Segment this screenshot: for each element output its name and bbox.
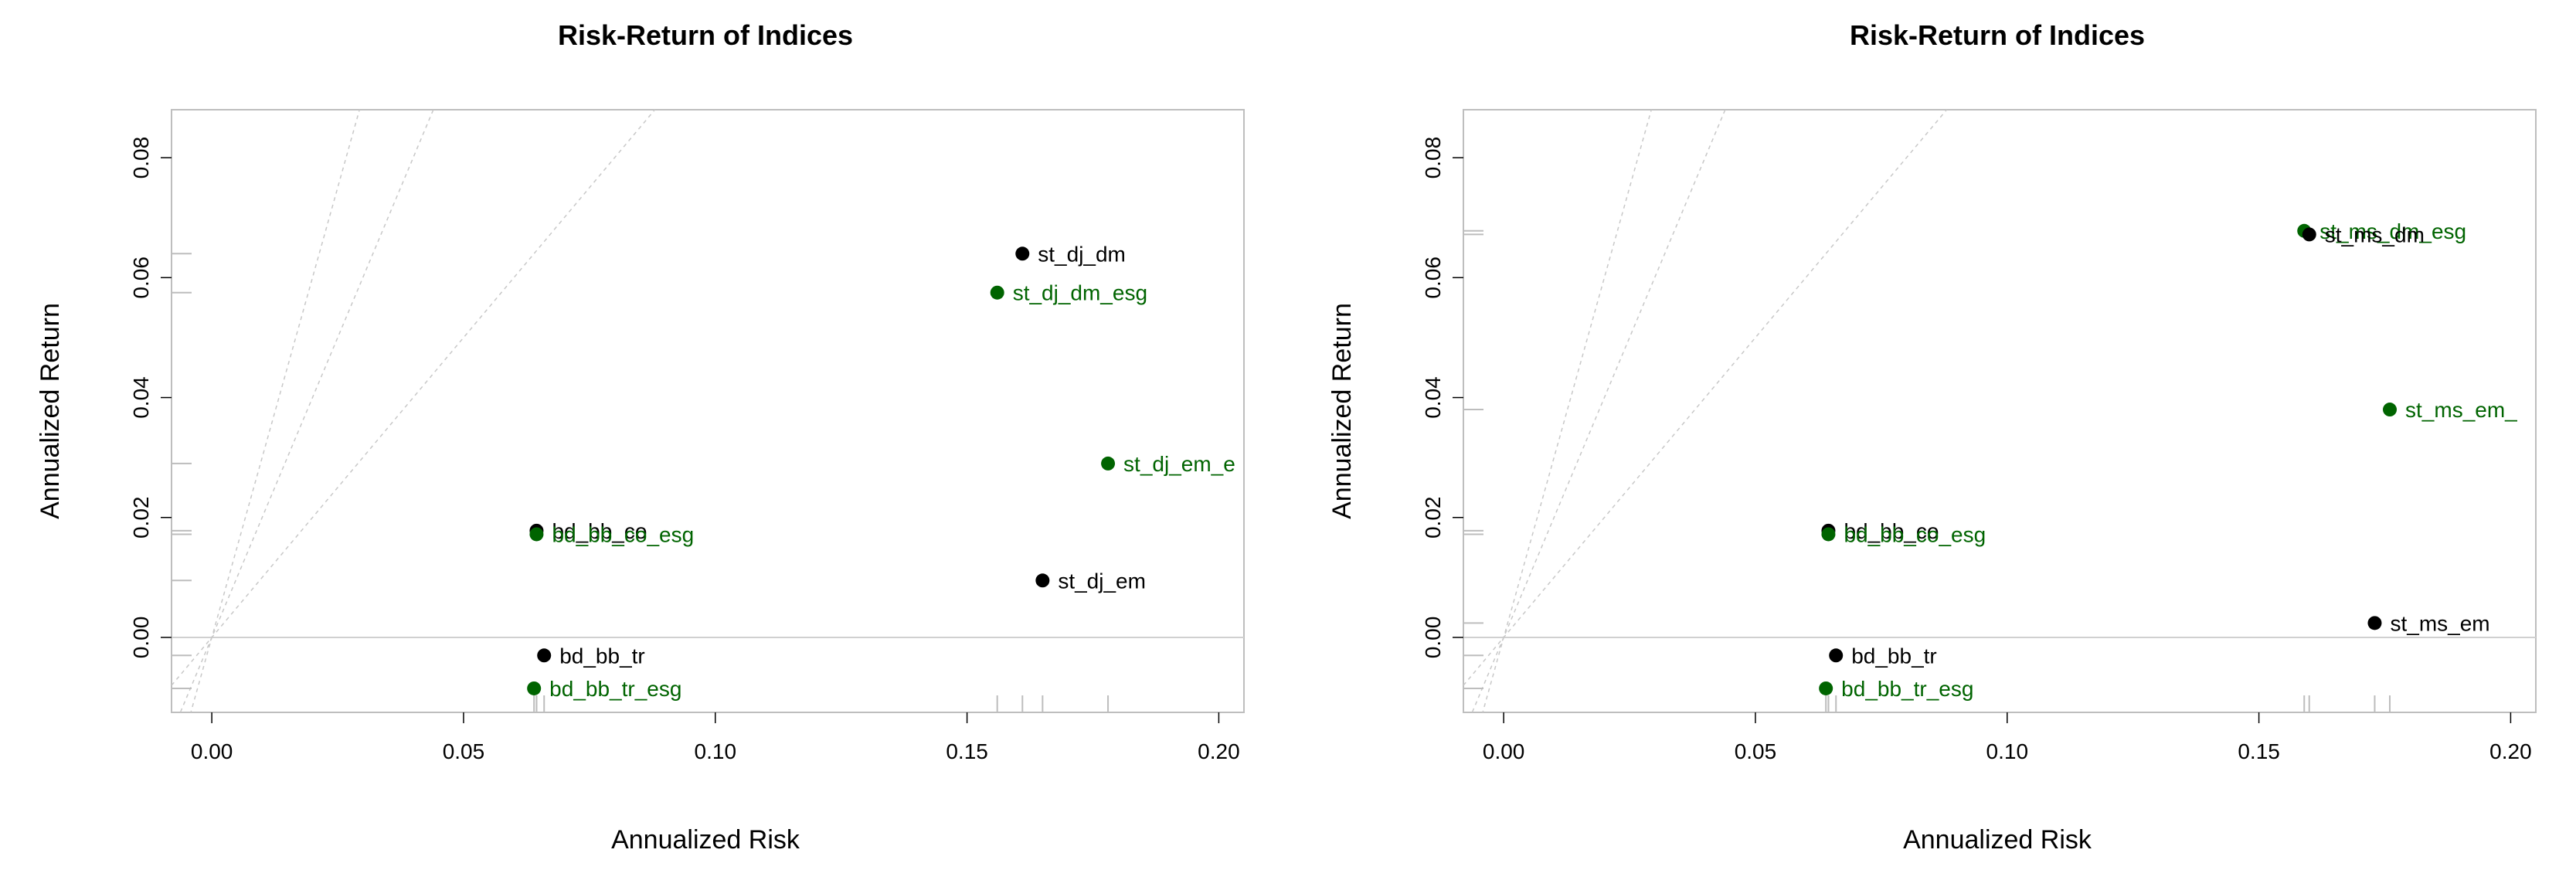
x-tick-label-right-0: 0.00 [1483, 739, 1525, 763]
point-bd_bb_co_esg [1821, 527, 1836, 542]
chart-panel-right: Risk-Return of Indices 0.00 0.05 0.10 0.15 0… [1327, 19, 2537, 855]
point-label-bd_bb_co: bd_bb_co [552, 519, 647, 543]
point-label-bd_bb_tr_esg: bd_bb_tr_esg [1841, 677, 1973, 701]
point-st_dj_dm_esg [990, 285, 1004, 300]
point-st_ms_em_ [2383, 403, 2398, 417]
chart-title-left: Risk-Return of Indices [558, 19, 853, 51]
y-tick-label-left-3: 0.06 [129, 257, 153, 299]
guide-line-right-0 [1482, 110, 1653, 712]
point-label-bd_bb_co_esg: bd_bb_co_esg [552, 522, 694, 546]
y-axis-title-right: Annualized Return [1327, 303, 1357, 519]
point-label-st_ms_dm: st_ms_dm [2325, 223, 2425, 246]
point-st_dj_em_e [1101, 456, 1116, 471]
chart-panel-left: Risk-Return of Indices 0.00 0.05 0.10 0.15 0… [36, 19, 1245, 855]
x-axis-title-right: Annualized Risk [1903, 825, 2092, 855]
point-bd_bb_tr [1829, 648, 1844, 663]
point-label-bd_bb_tr_esg: bd_bb_tr_esg [549, 677, 681, 701]
y-tick-label-right-3: 0.06 [1421, 257, 1445, 299]
x-tick-label-left-1: 0.05 [443, 739, 485, 763]
point-st_dj_em [1035, 573, 1050, 588]
y-tick-label-right-0: 0.00 [1421, 617, 1445, 659]
point-label-st_dj_em: st_dj_em [1058, 569, 1146, 593]
x-tick-label-left-2: 0.10 [695, 739, 737, 763]
point-bd_bb_tr [537, 648, 552, 663]
y-tick-label-left-1: 0.02 [129, 497, 153, 539]
x-tick-label-left-3: 0.15 [946, 739, 988, 763]
point-label-bd_bb_tr: bd_bb_tr [1851, 644, 1937, 668]
point-label-st_dj_dm_esg: st_dj_dm_esg [1013, 281, 1147, 305]
point-label-st_ms_em: st_ms_em [2390, 611, 2489, 635]
y-axis-title-left: Annualized Return [36, 303, 65, 519]
point-bd_bb_tr_esg [1819, 681, 1833, 695]
guide-line-right-2 [1463, 110, 1948, 686]
plot-area-right: 0.00 0.05 0.10 0.15 0.20 0.00 0.02 0.04 0.06 0.08… [1421, 110, 2536, 763]
point-bd_bb_co_esg [529, 527, 544, 542]
point-bd_bb_tr_esg [527, 681, 542, 695]
x-axis-title-left: Annualized Risk [611, 825, 800, 855]
plot-frame-right [1463, 109, 2537, 713]
x-tick-label-right-4: 0.20 [2489, 739, 2532, 763]
point-label-bd_bb_co: bd_bb_co [1844, 519, 1939, 543]
point-label-bd_bb_tr: bd_bb_tr [559, 644, 645, 668]
x-tick-label-left-0: 0.00 [191, 739, 233, 763]
guide-line-left-0 [190, 110, 361, 712]
x-tick-label-right-2: 0.10 [1986, 739, 2029, 763]
chart-title-right: Risk-Return of Indices [1850, 19, 2145, 51]
point-st_dj_dm [1015, 246, 1030, 261]
y-tick-label-right-2: 0.04 [1421, 376, 1445, 419]
point-st_ms_dm [2302, 227, 2316, 242]
point-label-st_ms_dm_esg: st_ms_dm_esg [2319, 219, 2466, 243]
plot-area-left: 0.00 0.05 0.10 0.15 0.20 0.00 0.02 0.04 0.06 0.08… [129, 110, 1244, 763]
y-tick-label-left-2: 0.04 [129, 376, 153, 419]
y-tick-label-right-1: 0.02 [1421, 497, 1445, 539]
x-tick-label-right-1: 0.05 [1735, 739, 1777, 763]
point-label-st_dj_dm: st_dj_dm [1038, 242, 1126, 266]
x-tick-label-right-3: 0.15 [2238, 739, 2280, 763]
point-label-bd_bb_co_esg: bd_bb_co_esg [1844, 522, 1986, 546]
plot-frame-left [171, 109, 1245, 713]
point-st_ms_em [2367, 616, 2382, 630]
y-tick-label-left-4: 0.08 [129, 137, 153, 179]
x-tick-label-left-4: 0.20 [1198, 739, 1240, 763]
point-label-st_dj_em_e: st_dj_em_e [1123, 452, 1235, 476]
y-tick-label-right-4: 0.08 [1421, 137, 1445, 179]
y-tick-label-left-0: 0.00 [129, 617, 153, 659]
point-label-st_ms_em_: st_ms_em_ [2405, 398, 2517, 422]
